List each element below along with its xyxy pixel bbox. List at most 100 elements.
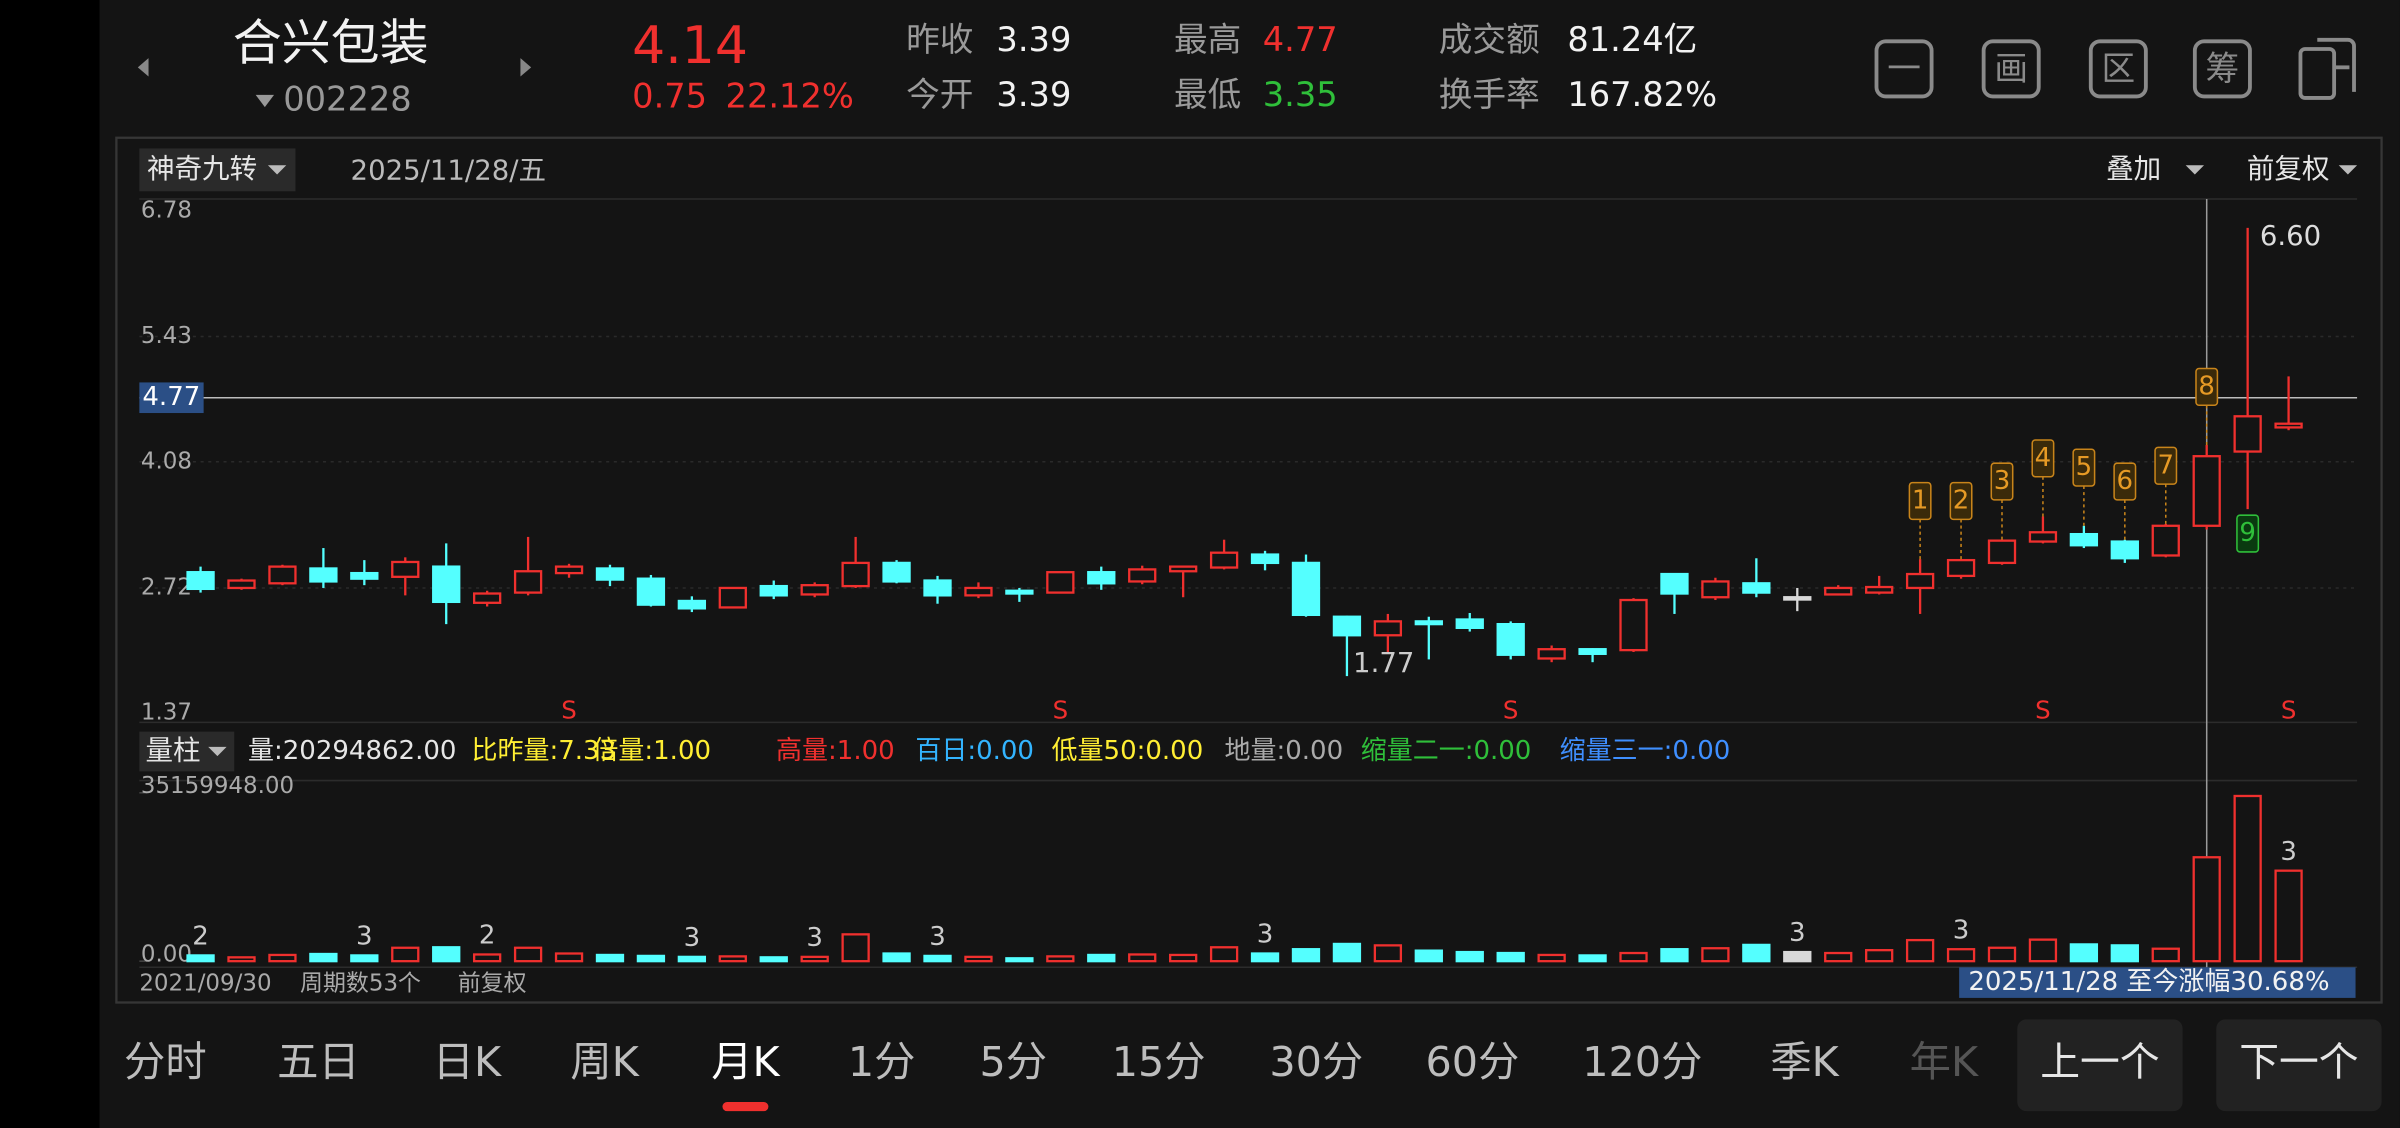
- plot: 1.37 2.72 4.08 5.43 6.78 0.00 35159948.00 4.77 2…: [139, 198, 2358, 968]
- y-tick-label: 1.37: [141, 700, 192, 726]
- candle-body: [595, 567, 625, 581]
- volume-count: 3: [806, 923, 823, 953]
- candle-body: [759, 584, 788, 597]
- volume-count: 3: [2280, 837, 2297, 867]
- period-tab[interactable]: 1分: [848, 1038, 916, 1086]
- active-tab-indicator: [722, 1101, 769, 1112]
- volume-indicator-name: 量柱: [145, 734, 200, 766]
- period-tab[interactable]: 分时: [124, 1038, 207, 1086]
- stat-value: 4.77: [1263, 20, 1338, 59]
- adjust-button[interactable]: 前复权: [2247, 153, 2330, 185]
- indicator-value: 倍量:1.00: [592, 736, 711, 766]
- candle-body: [1537, 648, 1566, 660]
- next-stock-arrow[interactable]: [520, 58, 532, 77]
- prev-button-label: 上一个: [2040, 1040, 2159, 1086]
- turn-box: [2072, 448, 2096, 487]
- stat-label: 最高: [1174, 20, 1241, 59]
- candle-body: [1987, 539, 2017, 565]
- volume-bar: [432, 946, 461, 963]
- period-tab[interactable]: 月K: [711, 1038, 780, 1086]
- stock-code: 002228: [283, 80, 411, 119]
- candle-body: [227, 579, 256, 590]
- candle-body: [1619, 598, 1648, 652]
- period-tab[interactable]: 60分: [1425, 1038, 1519, 1086]
- stat-value: 3.39: [996, 75, 1071, 114]
- y-tick-label: 0.00: [141, 942, 192, 968]
- period-tab[interactable]: 日K: [433, 1038, 502, 1086]
- candle-body: [1865, 585, 1894, 594]
- turn-box: [1990, 462, 2014, 501]
- tool-icon[interactable]: [2088, 39, 2148, 99]
- prev-stock-arrow[interactable]: [137, 58, 149, 77]
- turn-label: 8: [2198, 371, 2215, 401]
- period-tab[interactable]: 周K: [570, 1038, 639, 1086]
- turn-label: 5: [2076, 452, 2093, 482]
- adjust-mode: 前复权: [458, 971, 527, 997]
- volume-bar: [1209, 946, 1239, 963]
- tool-icon[interactable]: [1981, 39, 2041, 99]
- volume-bar: [1005, 957, 1034, 963]
- candle-body: [513, 570, 543, 594]
- period-tab[interactable]: 5分: [979, 1038, 1047, 1086]
- candle-body: [554, 565, 584, 575]
- code-dropdown[interactable]: [255, 94, 275, 108]
- next-button[interactable]: [2216, 1019, 2382, 1112]
- candle-body: [1578, 648, 1607, 655]
- period-tab[interactable]: 季K: [1770, 1038, 1839, 1086]
- volume-bar: [1455, 950, 1484, 963]
- min-price-label: 1.77: [1353, 647, 1414, 679]
- y-tick-label: 35159948.00: [141, 773, 294, 799]
- period-tab[interactable]: 15分: [1112, 1038, 1206, 1086]
- indicator-value: 量:20294862.00: [248, 736, 456, 766]
- stat-label: 成交额: [1439, 20, 1540, 59]
- volume-bar: [2069, 943, 2099, 963]
- candle-body: [2192, 455, 2221, 527]
- period-tab[interactable]: 30分: [1269, 1038, 1363, 1086]
- candle-body: [1128, 568, 1157, 583]
- candle-body: [268, 565, 297, 585]
- candle-body: [432, 565, 461, 604]
- sell-mark: S: [1053, 696, 1069, 725]
- period-tab[interactable]: 五日: [277, 1038, 360, 1086]
- tool-icon-label: 画: [1994, 49, 2028, 88]
- candle-body: [1332, 615, 1362, 637]
- chart-frame: [115, 136, 2383, 1004]
- indicator-select[interactable]: [139, 148, 296, 192]
- volume-bar: [759, 956, 788, 963]
- tool-icon[interactable]: [1874, 39, 1934, 99]
- tool-icon[interactable]: [2192, 39, 2252, 99]
- sell-mark: S: [1503, 696, 1519, 725]
- stock-name: 合兴包装: [233, 14, 429, 71]
- volume-bar: [2028, 938, 2058, 963]
- dropdown-arrow: [2185, 165, 2205, 175]
- y-tick-label: 2.72: [141, 574, 192, 600]
- volume-bar: [2192, 856, 2221, 963]
- sell-mark: S: [2281, 696, 2297, 725]
- prev-button[interactable]: [2017, 1019, 2183, 1112]
- volume-bar: [1250, 952, 1280, 963]
- candle-body: [800, 584, 829, 596]
- gain-text: 2025/11/28 至今涨幅30.68%: [1968, 967, 2329, 997]
- candle-body: [2274, 422, 2303, 429]
- volume-bar: [841, 933, 870, 963]
- phone-icon[interactable]: [2298, 37, 2356, 100]
- dropdown-arrow: [267, 165, 287, 175]
- y-tick-label: 5.43: [141, 323, 192, 349]
- stat-label: 最低: [1174, 75, 1241, 114]
- overlay-button[interactable]: 叠加: [2106, 153, 2161, 185]
- volume-bar: [2274, 869, 2303, 963]
- change-pct: 22.12%: [726, 76, 854, 115]
- period-tab[interactable]: 年K: [1910, 1038, 1979, 1086]
- volume-bar: [1046, 955, 1075, 963]
- volume-count: 3: [1789, 918, 1806, 948]
- volume-bar: [1742, 943, 1771, 963]
- candle-body: [1414, 620, 1443, 626]
- period-tab[interactable]: 120分: [1582, 1038, 1702, 1086]
- volume-count: 2: [192, 922, 209, 952]
- volume-bar: [595, 953, 625, 963]
- turn-box: [2113, 462, 2137, 501]
- candle-body: [2028, 531, 2058, 543]
